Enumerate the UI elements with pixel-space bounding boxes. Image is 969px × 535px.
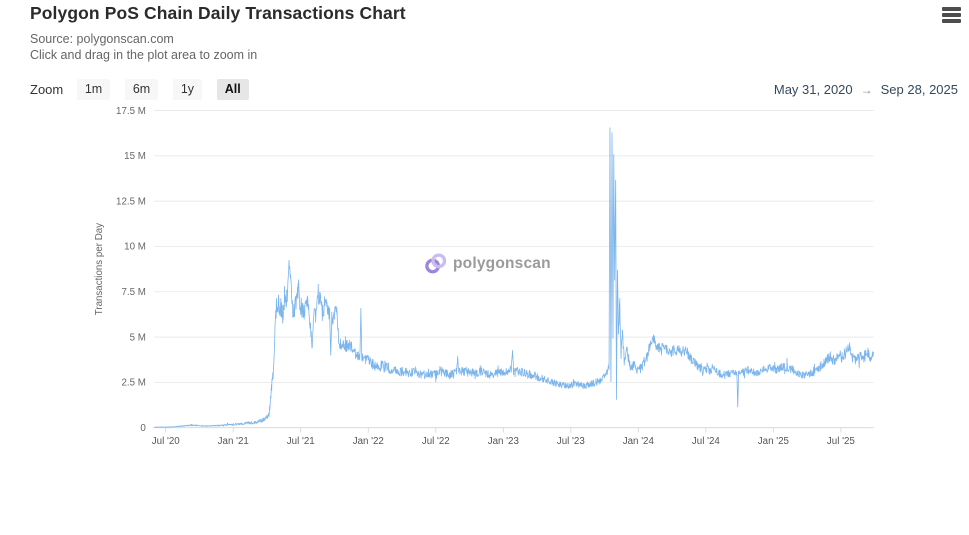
y-gridlines [153, 110, 874, 383]
svg-text:12.5 M: 12.5 M [116, 196, 146, 207]
range-selector: Zoom 1m 6m 1y All [30, 79, 260, 101]
watermark: polygonscan [424, 252, 551, 275]
context-menu-button[interactable] [939, 5, 963, 27]
svg-text:Jul '22: Jul '22 [422, 436, 450, 447]
svg-text:Jul '24: Jul '24 [692, 436, 720, 447]
svg-text:2.5 M: 2.5 M [121, 378, 145, 389]
svg-text:0: 0 [140, 423, 146, 434]
polygonscan-logo-icon [425, 253, 447, 274]
source-line: Source: polygonscan.com [30, 32, 174, 46]
svg-text:Jan '25: Jan '25 [758, 436, 790, 447]
svg-text:Jul '25: Jul '25 [827, 436, 855, 447]
plot-area[interactable]: 0 2.5 M 5 M 7.5 M 10 M 12.5 M 15 M 17.5 M Jul '2… [0, 100, 969, 535]
y-axis-title: Transactions per Day [94, 223, 105, 315]
svg-text:7.5 M: 7.5 M [121, 287, 145, 298]
svg-text:Jan '22: Jan '22 [353, 436, 384, 447]
range-end-date[interactable]: Sep 28, 2025 [880, 82, 958, 97]
chart-subtitle: Source: polygonscan.com Click and drag i… [30, 31, 257, 63]
svg-text:5 M: 5 M [130, 332, 146, 343]
zoom-button-1y[interactable]: 1y [172, 79, 203, 100]
x-axis-labels: Jul '20 Jan '21 Jul '21 Jan '22 Jul '22 Jan '… [152, 436, 856, 447]
svg-text:Jul '21: Jul '21 [287, 436, 315, 447]
svg-text:15 M: 15 M [124, 151, 146, 162]
x-axis-ticks [165, 427, 842, 433]
hamburger-menu-icon [941, 19, 961, 23]
zoom-button-6m[interactable]: 6m [124, 79, 159, 100]
hamburger-menu-icon [941, 7, 961, 11]
svg-text:17.5 M: 17.5 M [116, 106, 146, 117]
range-start-date[interactable]: May 31, 2020 [773, 82, 853, 97]
zoom-button-all[interactable]: All [216, 79, 249, 100]
date-range: May 31, 2020 → Sep 28, 2025 [774, 82, 958, 97]
svg-text:Jul '23: Jul '23 [557, 436, 585, 447]
svg-text:10 M: 10 M [124, 242, 146, 253]
hamburger-menu-icon [941, 13, 961, 17]
svg-text:Jan '24: Jan '24 [623, 436, 655, 447]
zoom-button-1m[interactable]: 1m [76, 79, 111, 100]
range-arrow-icon: → [860, 83, 873, 97]
series-line [153, 127, 874, 428]
watermark-text: polygonscan [453, 254, 551, 272]
plot-wrapper: polygonscan 0 2.5 M 5 M 7.5 M 10 M 12.5 M 15 M… [0, 100, 969, 535]
page-title: Polygon PoS Chain Daily Transactions Cha… [30, 3, 406, 23]
svg-text:Jan '21: Jan '21 [218, 436, 249, 447]
y-axis-labels: 0 2.5 M 5 M 7.5 M 10 M 12.5 M 15 M 17.5 M [116, 106, 146, 434]
svg-text:Jul '20: Jul '20 [152, 436, 180, 447]
zoom-hint-line: Click and drag in the plot area to zoom … [30, 48, 258, 62]
svg-text:Jan '23: Jan '23 [488, 436, 519, 447]
zoom-label: Zoom [30, 82, 64, 97]
